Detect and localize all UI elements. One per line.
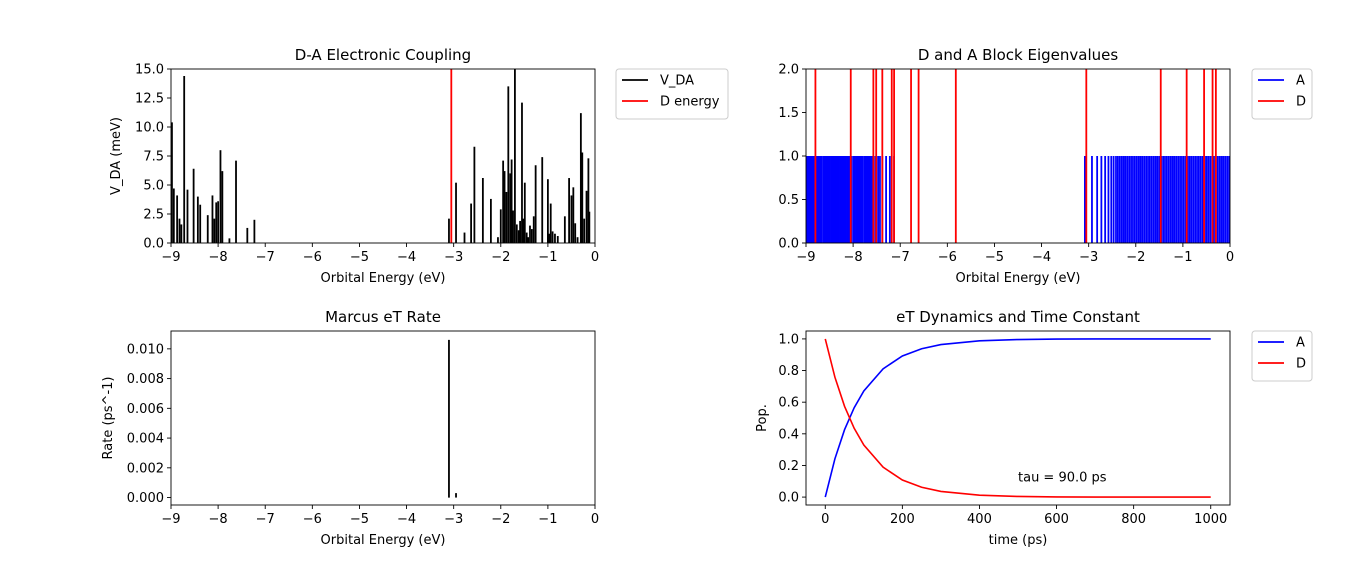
y-tick-label: 2.5 (143, 208, 164, 223)
x-tick-label: −8 (209, 512, 228, 527)
y-tick-label: 0.8 (778, 364, 799, 379)
dynamics-marks (824, 338, 1211, 498)
y-tick-label: 2.0 (778, 63, 799, 78)
rate-marks (448, 339, 457, 498)
x-axis-label: Orbital Energy (eV) (956, 271, 1081, 286)
y-tick-label: 10.0 (135, 121, 164, 136)
y-tick-label: 7.5 (143, 150, 164, 165)
x-tick-label: −8 (844, 250, 863, 265)
chart-title: Marcus eT Rate (325, 308, 441, 326)
y-tick-label: 0.5 (778, 193, 799, 208)
x-tick-label: −4 (397, 512, 416, 527)
y-tick-label: 0.010 (127, 342, 164, 357)
x-tick-label: −5 (350, 512, 369, 527)
x-tick-label: 0 (591, 512, 599, 527)
x-tick-label: −3 (444, 250, 463, 265)
x-tick-label: −2 (491, 250, 510, 265)
y-tick-label: 0.006 (127, 402, 164, 417)
series-line-D (824, 338, 1211, 498)
legend-box (1251, 330, 1313, 382)
y-tick-label: 0.0 (143, 237, 164, 252)
chart-coupling: −9 −8 −7 −6 −5 −4 −3 −2 −1 0 0.0 2.5 5.0 7.5 10.0 12.5 1… (109, 46, 729, 286)
chart-title: D-A Electronic Coupling (295, 46, 471, 64)
x-tick-label: 600 (1044, 512, 1069, 527)
x-tick-label: −6 (303, 512, 322, 527)
x-tick-label: −1 (538, 512, 557, 527)
x-tick-label: 200 (890, 512, 915, 527)
y-tick-label: 0.004 (127, 432, 164, 447)
x-tick-label: 0 (1226, 250, 1234, 265)
x-tick-label: −1 (538, 250, 557, 265)
legend-label: D (1296, 95, 1306, 110)
x-tick-label: −6 (938, 250, 957, 265)
chart-dynamics: 0 200 400 600 800 1000 0.0 0.2 0.4 0.6 0.8 1.0 eT Dy… (755, 308, 1313, 548)
y-tick-label: 0.2 (778, 459, 799, 474)
x-tick-label: −2 (491, 512, 510, 527)
x-tick-label: 0 (591, 250, 599, 265)
x-tick-label: −7 (256, 512, 275, 527)
dynamics-axes-frame (805, 330, 1231, 506)
x-tick-label: 0 (821, 512, 829, 527)
y-axis-label: Pop. (755, 404, 770, 432)
coupling-marks (171, 69, 591, 243)
legend-label: A (1296, 74, 1305, 89)
x-tick-label: −9 (161, 250, 180, 265)
x-tick-label: −3 (1079, 250, 1098, 265)
x-tick-label: −4 (397, 250, 416, 265)
x-tick-label: −9 (161, 512, 180, 527)
x-tick-label: −7 (256, 250, 275, 265)
x-axis-label: time (ps) (989, 533, 1048, 548)
y-axis-label: V_DA (meV) (109, 117, 124, 195)
rate-axes-frame (170, 330, 596, 506)
y-tick-label: 1.5 (778, 106, 799, 121)
x-tick-label: −9 (796, 250, 815, 265)
x-tick-label: 1000 (1194, 512, 1227, 527)
legend-label: D energy (660, 95, 720, 110)
x-tick-label: −1 (1173, 250, 1192, 265)
tau-annotation: tau = 90.0 ps (1018, 470, 1107, 485)
chart-rate: −9 −8 −7 −6 −5 −4 −3 −2 −1 0 0.000 0.002 0.004 0.006 0… (101, 308, 599, 548)
y-tick-label: 12.5 (135, 92, 164, 107)
x-axis-label: Orbital Energy (eV) (321, 533, 446, 548)
legend-box (1251, 68, 1313, 120)
legend-label: V_DA (660, 74, 694, 89)
y-tick-label: 15.0 (135, 63, 164, 78)
x-tick-label: −8 (209, 250, 228, 265)
y-tick-label: 0.002 (127, 461, 164, 476)
x-tick-label: −3 (444, 512, 463, 527)
x-tick-label: −7 (891, 250, 910, 265)
chart-title: D and A Block Eigenvalues (918, 46, 1119, 64)
eigen-marks (806, 69, 1230, 243)
x-tick-label: −6 (303, 250, 322, 265)
x-tick-label: −5 (350, 250, 369, 265)
y-tick-label: 0.4 (778, 427, 799, 442)
y-tick-label: 0.0 (778, 237, 799, 252)
legend-label: D (1296, 357, 1306, 372)
coupling-legend: V_DA D energy (615, 68, 729, 120)
y-tick-label: 0.008 (127, 372, 164, 387)
y-tick-label: 1.0 (778, 332, 799, 347)
y-tick-label: 5.0 (143, 179, 164, 194)
dynamics-legend: AD (1251, 330, 1313, 382)
y-tick-label: 0.000 (127, 491, 164, 506)
x-tick-label: −4 (1032, 250, 1051, 265)
x-axis-label: Orbital Energy (eV) (321, 271, 446, 286)
x-tick-label: −2 (1126, 250, 1145, 265)
y-tick-label: 0.6 (778, 396, 799, 411)
legend-label: A (1296, 336, 1305, 351)
y-axis-label: Rate (ps^-1) (101, 377, 116, 460)
eigen-legend: AD (1251, 68, 1313, 120)
chart-eigen: −9 −8 −7 −6 −5 −4 −3 −2 −1 0 0.0 0.5 1.0 1.5 2.0 D and … (778, 46, 1313, 286)
coupling-axes-frame (170, 68, 596, 244)
legend-box (615, 68, 729, 120)
y-tick-label: 1.0 (778, 150, 799, 165)
chart-title: eT Dynamics and Time Constant (896, 308, 1140, 326)
x-tick-label: −5 (985, 250, 1004, 265)
x-tick-label: 800 (1121, 512, 1146, 527)
x-tick-label: 400 (967, 512, 992, 527)
y-tick-label: 0.0 (778, 491, 799, 506)
